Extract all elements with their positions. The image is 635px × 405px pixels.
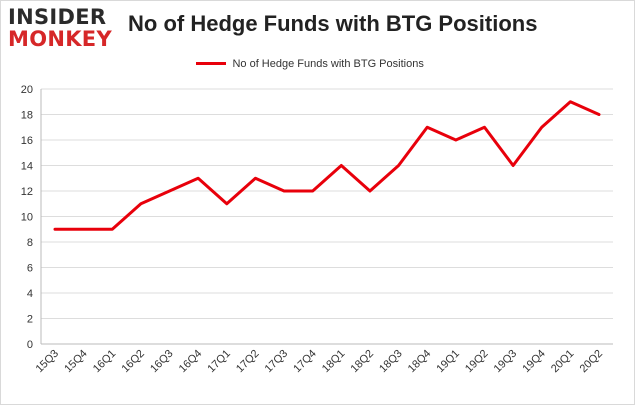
data-point bbox=[598, 113, 601, 116]
y-tick-label: 4 bbox=[27, 288, 33, 300]
data-point bbox=[426, 126, 429, 129]
legend-swatch bbox=[196, 62, 226, 66]
data-point bbox=[254, 177, 257, 180]
y-tick-label: 14 bbox=[21, 161, 33, 173]
data-point bbox=[283, 190, 286, 193]
x-tick-label: 20Q2 bbox=[578, 348, 606, 376]
data-point bbox=[197, 177, 200, 180]
data-point bbox=[82, 228, 85, 231]
chart-title: No of Hedge Funds with BTG Positions bbox=[128, 11, 538, 36]
data-point bbox=[454, 139, 457, 142]
y-tick-label: 12 bbox=[21, 186, 33, 198]
y-tick-label: 0 bbox=[27, 339, 33, 351]
data-point bbox=[139, 202, 142, 205]
x-tick-label: 18Q4 bbox=[406, 348, 434, 376]
x-tick-label: 15Q4 bbox=[62, 348, 90, 376]
x-tick-label: 16Q1 bbox=[91, 348, 119, 376]
x-tick-label: 16Q4 bbox=[177, 348, 205, 376]
legend-label: No of Hedge Funds with BTG Positions bbox=[232, 57, 424, 70]
series-line bbox=[53, 100, 601, 231]
x-tick-label: 18Q3 bbox=[377, 348, 405, 376]
data-point bbox=[54, 228, 57, 231]
data-point bbox=[225, 202, 228, 205]
x-tick-label: 15Q3 bbox=[34, 348, 62, 376]
data-point bbox=[397, 164, 400, 167]
x-tick-label: 17Q2 bbox=[234, 348, 262, 376]
x-tick-label: 20Q1 bbox=[549, 348, 577, 376]
x-tick-label: 19Q1 bbox=[434, 348, 462, 376]
data-point bbox=[569, 100, 572, 103]
data-point bbox=[483, 126, 486, 129]
y-tick-label: 10 bbox=[21, 212, 33, 224]
x-tick-label: 18Q1 bbox=[320, 348, 348, 376]
x-tick-label: 17Q1 bbox=[205, 348, 233, 376]
insider-monkey-logo: INSIDER MONKEY bbox=[8, 4, 116, 52]
data-point bbox=[168, 190, 171, 193]
legend: No of Hedge Funds with BTG Positions bbox=[196, 55, 424, 70]
logo-line-2: MONKEY bbox=[8, 27, 112, 51]
x-tick-label: 16Q2 bbox=[119, 348, 147, 376]
y-tick-label: 6 bbox=[27, 263, 33, 275]
y-tick-label: 18 bbox=[21, 110, 33, 122]
data-point bbox=[111, 228, 114, 231]
logo-line-1: INSIDER bbox=[8, 5, 107, 29]
x-tick-label: 18Q2 bbox=[349, 348, 377, 376]
data-point bbox=[340, 164, 343, 167]
y-tick-label: 16 bbox=[21, 135, 33, 147]
data-point bbox=[368, 190, 371, 193]
x-tick-label: 19Q2 bbox=[463, 348, 491, 376]
x-tick-label: 19Q3 bbox=[492, 348, 520, 376]
y-tick-label: 8 bbox=[27, 237, 33, 249]
x-tick-label: 17Q4 bbox=[291, 348, 319, 376]
data-point bbox=[512, 164, 515, 167]
x-tick-label: 19Q4 bbox=[520, 348, 548, 376]
data-point bbox=[311, 190, 314, 193]
data-point bbox=[540, 126, 543, 129]
y-tick-label: 2 bbox=[27, 314, 33, 326]
x-tick-label: 17Q3 bbox=[263, 348, 291, 376]
x-tick-label: 16Q3 bbox=[148, 348, 176, 376]
y-tick-label: 20 bbox=[21, 84, 33, 96]
